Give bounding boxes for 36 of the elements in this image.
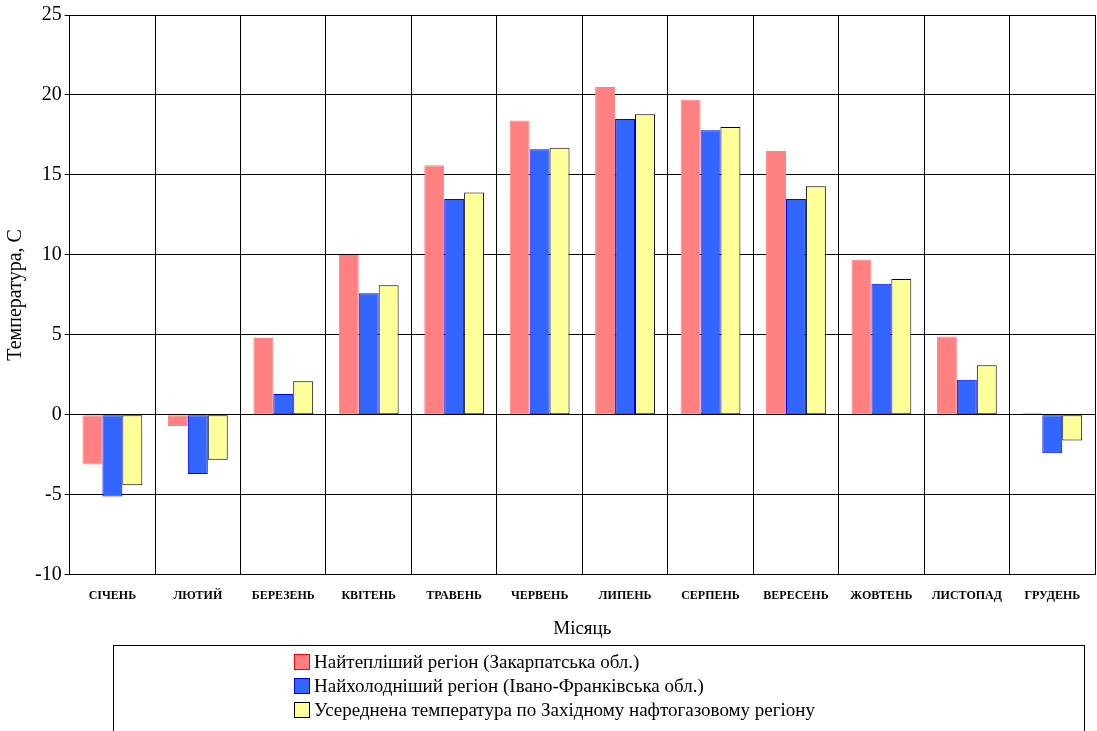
bar — [936, 336, 957, 415]
y-tick-label: 5 — [51, 322, 62, 345]
x-tick-label: ЖОВТЕНЬ — [850, 588, 913, 603]
x-tick-label: ГРУДЕНЬ — [1024, 588, 1081, 603]
bar — [595, 86, 616, 415]
x-tick-label: ЛИСТОПАД — [931, 588, 1003, 603]
bar — [766, 150, 786, 415]
bar — [253, 338, 274, 415]
x-axis-title: Місяць — [553, 616, 612, 638]
legend-label: Найхолодніший регіон (Івано-Франківська обл.) — [314, 674, 704, 698]
legend-label: Найтепліший регіон (Закарпатська обл.) — [314, 650, 640, 674]
x-tick-label: ВЕРЕСЕНЬ — [763, 588, 829, 603]
x-tick-label: СЕРПЕНЬ — [681, 588, 740, 603]
y-tick-label: 15 — [41, 162, 62, 185]
x-tick-label: КВІТЕНЬ — [341, 588, 397, 603]
bar — [82, 415, 103, 465]
y-tick-label: 0 — [51, 402, 62, 425]
y-tick-label: -5 — [44, 482, 62, 505]
bar — [851, 259, 872, 415]
y-tick-label: 10 — [41, 242, 62, 265]
bar — [167, 415, 188, 427]
x-tick-label: БЕРЕЗЕНЬ — [251, 588, 315, 603]
y-tick-label: 20 — [41, 82, 62, 105]
x-tick-label: ТРАВЕНЬ — [426, 588, 483, 603]
bar — [424, 165, 445, 415]
x-tick-label: ЛИПЕНЬ — [598, 588, 652, 603]
y-tick-label: 25 — [41, 2, 62, 25]
bar — [509, 120, 530, 415]
bar — [680, 99, 701, 415]
y-axis-title: Температура, С — [3, 229, 27, 361]
x-tick-label: ЛЮТИЙ — [173, 588, 223, 603]
x-tick-label: СІЧЕНЬ — [88, 588, 137, 603]
x-tick-label: ЧЕРВЕНЬ — [510, 588, 569, 603]
y-tick-label: -10 — [34, 562, 62, 585]
legend-label: Усереднена температура по Західному нафтогазовому регіону — [314, 698, 816, 722]
bar — [338, 254, 359, 415]
